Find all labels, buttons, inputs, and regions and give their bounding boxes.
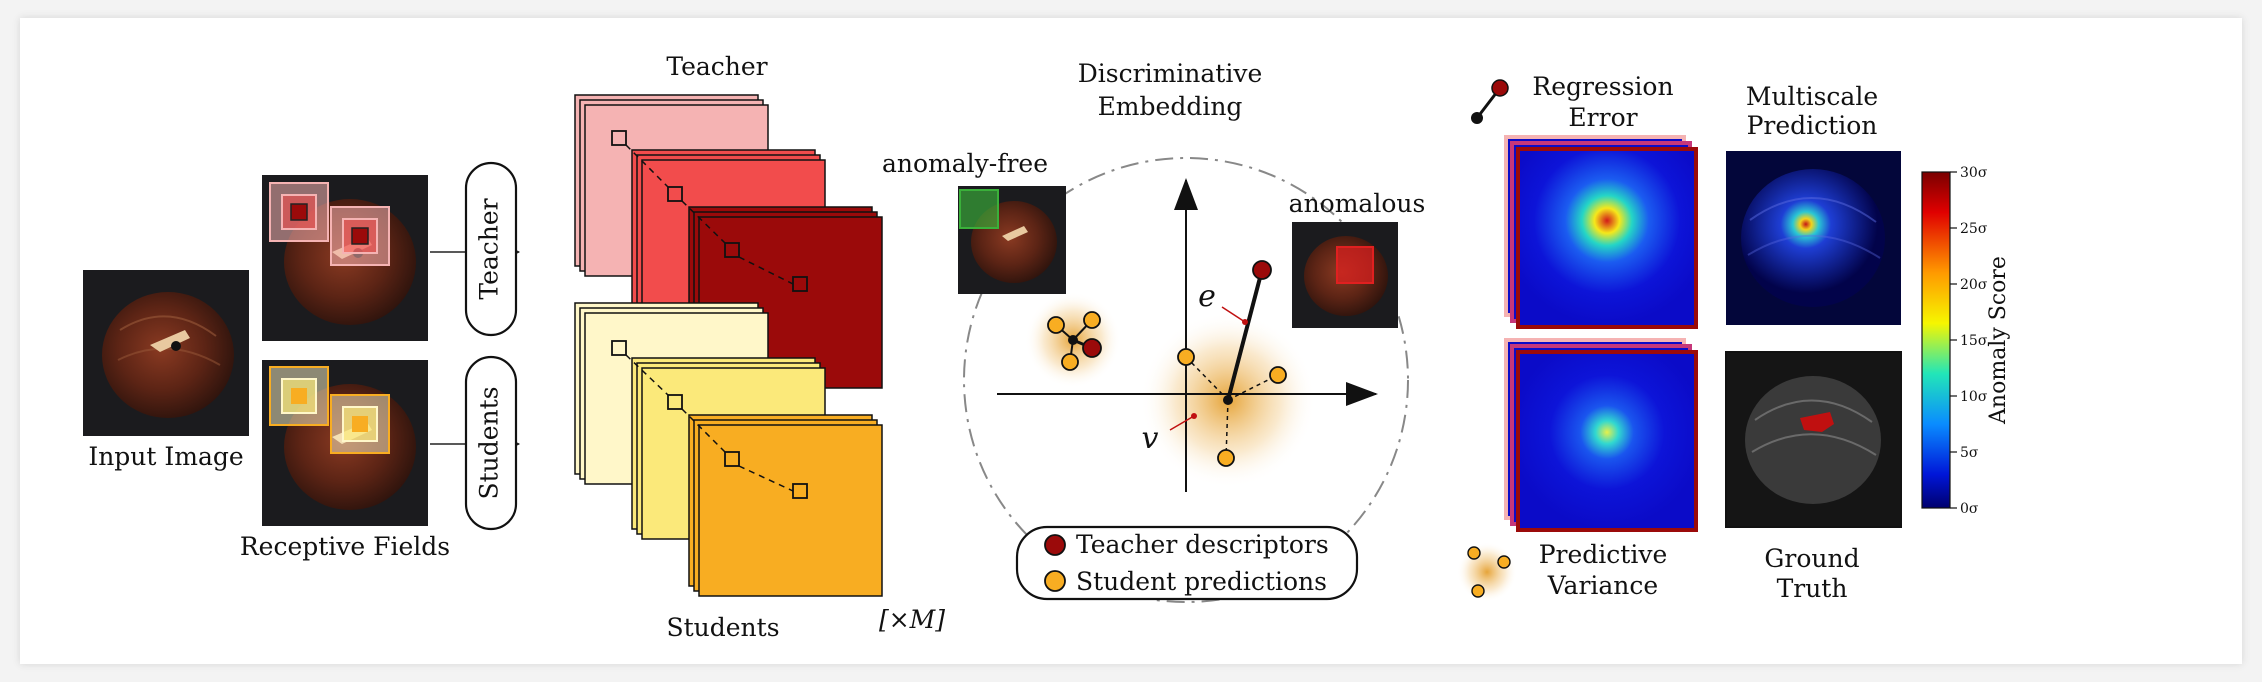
students-pill-label: Students <box>475 386 504 499</box>
input-image-label: Input Image <box>88 442 243 471</box>
ground-truth-image <box>1725 351 1902 528</box>
colorbar-tick-label: 15σ <box>1960 333 1988 349</box>
ground-truth-line2: Truth <box>1777 574 1848 603</box>
anomalous-image <box>1292 222 1398 328</box>
colorbar-tick-label: 20σ <box>1960 277 1988 293</box>
colorbar-label: Anomaly Score <box>1986 256 2011 425</box>
embedding-circle <box>963 157 1409 603</box>
receptive-field-teacher-image <box>262 175 428 341</box>
colorbar-tick-label: 30σ <box>1960 165 1988 181</box>
students-stack-title: Students <box>666 613 779 642</box>
colorbar-tick-label: 10σ <box>1960 389 1988 405</box>
regression-error-map <box>1504 135 1698 329</box>
legend-teacher-marker <box>1044 534 1066 556</box>
colorbar-tick-label: 5σ <box>1960 445 1979 461</box>
v-pointer <box>1169 415 1195 431</box>
regression-error-icon <box>1471 79 1509 124</box>
predictive-variance-map <box>1504 338 1698 532</box>
predictive-variance-line1: Predictive <box>1539 540 1668 569</box>
anomaly-free-cluster <box>1047 311 1102 371</box>
embedding-title-line1: Discriminative <box>1078 59 1263 88</box>
ground-truth-line1: Ground <box>1764 544 1859 573</box>
anomaly-colorbar <box>1921 171 1951 509</box>
anomaly-free-image <box>958 186 1066 294</box>
student-feature-stack <box>574 302 883 597</box>
colorbar-tick-label: 0σ <box>1960 501 1979 517</box>
students-pill <box>464 355 518 531</box>
teacher-pill <box>464 161 518 337</box>
multiscale-prediction-map <box>1726 151 1901 325</box>
regression-error-line1: Regression <box>1532 72 1673 101</box>
anomaly-free-label: anomaly-free <box>882 149 1048 178</box>
teacher-pill-label: Teacher <box>475 198 504 299</box>
predictive-variance-line2: Variance <box>1547 571 1658 600</box>
regression-error-line2: Error <box>1568 103 1637 132</box>
embedding-title-line2: Embedding <box>1098 92 1243 121</box>
legend-teacher-label: Teacher descriptors <box>1076 530 1329 559</box>
multiplier-label: [×M] <box>879 605 945 634</box>
anomalous-label: anomalous <box>1289 189 1426 218</box>
embedding-legend <box>1015 525 1359 601</box>
e-pointer <box>1221 306 1246 323</box>
colorbar-ticks: 30σ 25σ 20σ 15σ 10σ 5σ 0σ <box>1950 165 1988 517</box>
v-label: v <box>1142 421 1159 456</box>
colorbar-tick-label: 25σ <box>1960 221 1988 237</box>
multiscale-line1: Multiscale <box>1746 82 1878 111</box>
e-label: e <box>1198 279 1216 314</box>
legend-students-label: Student predictions <box>1076 567 1327 596</box>
teacher-stack-title: Teacher <box>666 52 767 81</box>
anomalous-cluster <box>1177 260 1287 467</box>
receptive-field-student-image <box>262 360 428 526</box>
receptive-fields-label: Receptive Fields <box>240 532 450 561</box>
input-image <box>83 270 249 436</box>
multiscale-line2: Prediction <box>1747 111 1878 140</box>
predictive-variance-icon <box>1457 542 1517 602</box>
legend-student-marker <box>1044 570 1066 592</box>
